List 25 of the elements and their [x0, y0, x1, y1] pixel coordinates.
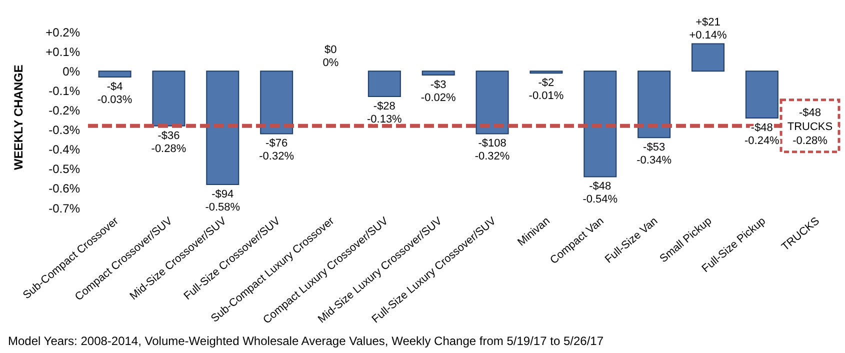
y-tick-label: +0.1%	[46, 44, 80, 59]
data-label: -$94 -0.58%	[205, 188, 240, 214]
y-tick-label: -0.1%	[48, 84, 80, 98]
data-label: $0 0%	[322, 44, 339, 70]
y-tick-label: 0%	[62, 64, 80, 78]
data-label: -$4 -0.03%	[97, 80, 132, 106]
y-tick-label: -0.4%	[48, 142, 80, 157]
y-tick-label: -0.3%	[48, 123, 80, 138]
y-tick-label: -0.5%	[48, 162, 80, 176]
ref-line-label: -$48 TRUCKS -0.28%	[787, 106, 833, 147]
data-label: -$28 -0.13%	[367, 100, 402, 126]
data-label: -$36 -0.28%	[151, 130, 186, 155]
y-tick-label: -0.7%	[48, 201, 80, 216]
text: Model Years: 2008-2014, Volume-Weighted Wholesale Average Values, Weekly Change from 5/19/17 to 5/26/17	[8, 334, 604, 348]
y-axis-title: WEEKLY CHANGE	[11, 64, 26, 170]
data-label: +$21 +0.14%	[689, 16, 728, 42]
y-tick-label: -0.2%	[48, 103, 80, 118]
y-tick-label: -0.6%	[48, 182, 80, 196]
data-label: -$53 -0.34%	[636, 142, 672, 167]
data-label: -$48 -0.54%	[582, 180, 618, 206]
data-label: -$2 -0.01%	[528, 77, 564, 102]
y-tick-label: +0.2%	[46, 25, 80, 40]
data-label: -$76 -0.32%	[259, 138, 294, 163]
data-label: -$108 -0.32%	[474, 138, 510, 163]
data-label: -$3 -0.02%	[420, 79, 456, 104]
